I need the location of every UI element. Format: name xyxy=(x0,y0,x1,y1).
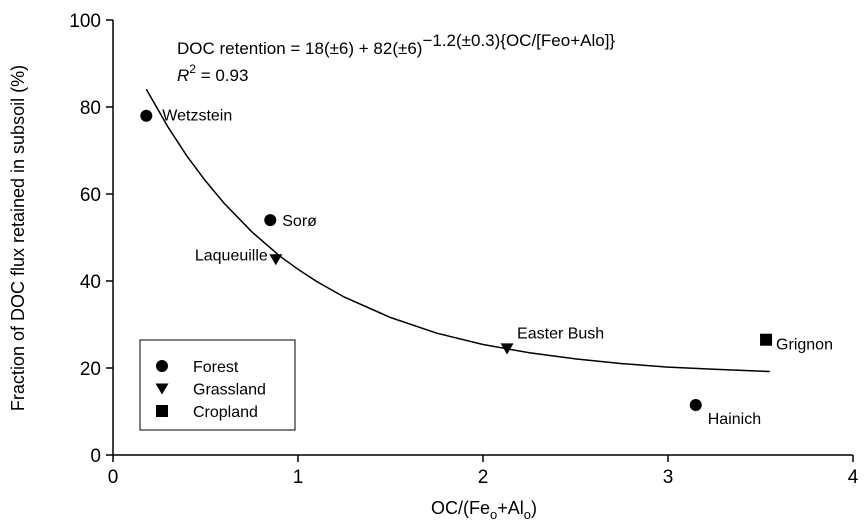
legend-label: Cropland xyxy=(193,404,258,421)
y-tick-label: 100 xyxy=(69,11,101,32)
y-tick-label: 0 xyxy=(90,446,101,467)
data-point xyxy=(760,333,773,346)
x-label-part: +Al xyxy=(497,498,524,518)
point-label: Easter Bush xyxy=(517,325,604,342)
data-point xyxy=(140,109,153,122)
point-label: Wetzstein xyxy=(162,108,232,125)
x-tick-label: 1 xyxy=(293,467,304,488)
data-point xyxy=(264,214,277,227)
x-label-part: ) xyxy=(531,498,537,518)
equation-exponent: −1.2(±0.3){OC/[Feo+Alo]} xyxy=(422,31,615,50)
x-label-sub: o xyxy=(490,507,497,522)
x-tick-label: 3 xyxy=(663,467,674,488)
x-axis-label: OC/(Feo+Alo) xyxy=(431,498,537,522)
r-exponent: 2 xyxy=(189,62,196,76)
x-tick-label: 4 xyxy=(848,467,859,488)
legend-marker xyxy=(156,360,168,372)
equation: DOC retention = 18(±6) + 82(±6)−1.2(±0.3… xyxy=(177,31,615,58)
r-value: = 0.93 xyxy=(196,66,248,85)
point-label: Grignon xyxy=(776,337,833,354)
y-tick-label: 60 xyxy=(80,185,101,206)
legend-label: Grassland xyxy=(193,382,266,399)
x-label-part: OC/(Fe xyxy=(431,498,490,518)
legend-label: Forest xyxy=(193,359,239,376)
y-tick-label: 80 xyxy=(80,98,101,119)
x-label-sub: o xyxy=(524,507,531,522)
data-point xyxy=(500,343,514,355)
r-squared: R2 = 0.93 xyxy=(177,62,248,85)
y-tick-label: 20 xyxy=(80,359,101,380)
point-label: Sorø xyxy=(282,213,317,230)
y-tick-label: 40 xyxy=(80,272,101,293)
y-axis-label: Fraction of DOC flux retained in subsoil… xyxy=(8,65,28,411)
data-point xyxy=(689,398,702,411)
point-label: Hainich xyxy=(708,411,761,428)
point-label: Laqueuille xyxy=(195,247,268,264)
legend-marker xyxy=(155,383,169,395)
legend-marker xyxy=(156,405,168,417)
equation-main: DOC retention = 18(±6) + 82(±6) xyxy=(177,39,422,58)
data-point xyxy=(269,254,283,266)
fit-curve xyxy=(145,88,770,373)
x-tick-label: 0 xyxy=(108,467,119,488)
x-tick-label: 2 xyxy=(478,467,489,488)
r-symbol: R xyxy=(177,66,189,85)
